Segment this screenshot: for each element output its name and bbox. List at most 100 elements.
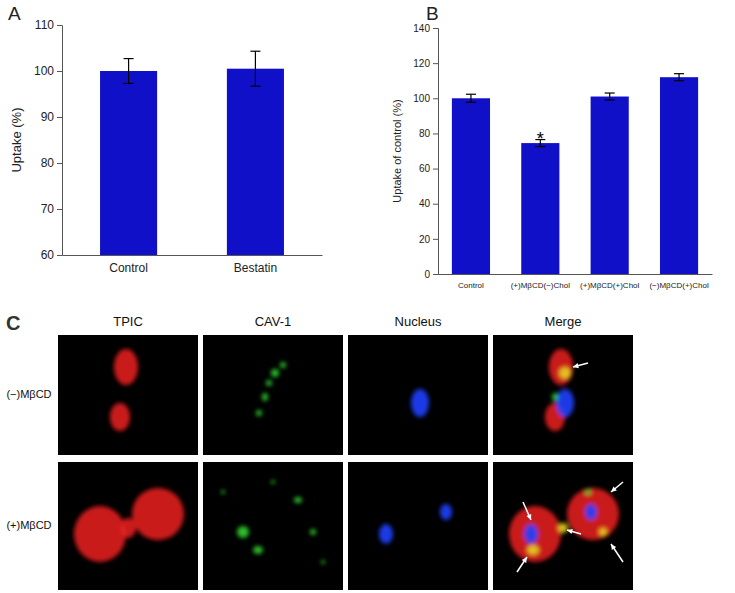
y-tick-mark <box>433 169 438 170</box>
image-blobs <box>379 504 452 544</box>
error-bar-stem <box>678 74 679 81</box>
error-bar-stem <box>609 93 610 100</box>
panel-c: CTPICCAV-1NucleusMerge(−)MβCD(+)MβCD <box>6 312 633 590</box>
arrow-head <box>573 363 579 368</box>
image-background <box>493 335 633 455</box>
image-cell <box>493 335 633 455</box>
image-blob <box>524 524 538 544</box>
column-header: CAV-1 <box>255 314 292 329</box>
x-tick: (−)MβCD(+)Chol <box>649 274 708 290</box>
image-blob <box>527 545 539 555</box>
annotation: * <box>537 129 544 149</box>
image-cell <box>493 462 633 590</box>
image-background <box>203 335 343 455</box>
plot-area <box>452 74 698 274</box>
image-cell <box>203 335 343 455</box>
y-tick-mark <box>57 117 62 118</box>
error-bar-stem <box>128 59 129 84</box>
arrow <box>611 482 623 492</box>
arrow-head <box>522 557 527 563</box>
error-bar-stem <box>255 51 256 86</box>
chart: 60708090100110ControlBestatinUptake (%)A <box>8 3 323 275</box>
x-axis-line <box>439 274 713 275</box>
y-tick-mark <box>433 239 438 240</box>
y-tick: 100 <box>34 64 62 78</box>
bar <box>591 97 629 274</box>
arrow <box>517 557 527 572</box>
image-blob <box>585 489 591 495</box>
error-bar <box>674 74 684 81</box>
error-bar-stem <box>470 94 471 102</box>
image-blob <box>74 506 126 562</box>
row-header: (+)MβCD <box>6 519 51 531</box>
x-tick-label: Control <box>458 281 484 290</box>
y-tick: 70 <box>41 202 62 216</box>
y-tick-label: 80 <box>419 128 431 139</box>
y-tick-mark <box>57 163 62 164</box>
bar <box>100 71 157 255</box>
y-axis: 60708090100110 <box>34 18 63 262</box>
y-tick-mark <box>433 133 438 134</box>
image-cell <box>348 462 488 590</box>
image-blob <box>559 367 571 379</box>
x-tick: (+)MβCD(−)Chol <box>511 274 570 290</box>
y-axis-line <box>433 29 439 275</box>
y-tick: 60 <box>41 248 62 262</box>
panel-label: A <box>8 3 21 24</box>
error-bar-cap <box>250 51 260 52</box>
row-header: (−)MβCD <box>6 388 51 400</box>
error-bar-cap <box>124 83 134 84</box>
image-background <box>348 335 488 455</box>
image-blob <box>411 389 429 417</box>
error-bar-cap <box>466 94 476 95</box>
error-bar-cap <box>124 58 134 59</box>
y-tick-label: 140 <box>413 23 430 34</box>
image-blobs <box>110 349 138 431</box>
error-bar-cap <box>466 102 476 103</box>
x-tick: Control <box>458 274 484 290</box>
image-blob <box>509 506 561 562</box>
image-blob <box>294 497 302 503</box>
image-blob <box>253 546 263 554</box>
image-blob <box>599 528 607 536</box>
y-tick-mark <box>433 63 438 64</box>
arrow-head <box>526 514 531 520</box>
image-blob <box>237 526 249 538</box>
y-tick-label: 90 <box>41 110 55 124</box>
x-tick: (+)MβCD(+)Chol <box>580 274 639 290</box>
image-blob <box>120 518 136 538</box>
y-tick-label: 0 <box>424 269 430 280</box>
y-tick: 80 <box>41 156 62 170</box>
image-cell <box>58 462 198 590</box>
x-axis-line <box>63 255 323 256</box>
arrow <box>611 544 623 562</box>
image-blob <box>132 488 184 540</box>
y-tick-label: 120 <box>413 58 430 69</box>
y-tick: 90 <box>41 110 62 124</box>
image-background <box>58 462 198 590</box>
image-blob <box>552 393 558 401</box>
x-tick: Bestatin <box>234 255 277 275</box>
y-axis-title: Uptake of control (%) <box>391 99 403 202</box>
x-tick-label: (+)MβCD(+)Chol <box>580 281 639 290</box>
image-cell <box>58 335 198 455</box>
y-tick-mark <box>433 274 438 275</box>
arrow-head <box>567 529 573 534</box>
y-tick-mark <box>57 209 62 210</box>
image-cell <box>203 462 343 590</box>
error-bar <box>250 51 260 86</box>
panel-label: C <box>6 312 20 334</box>
image-blobs <box>509 488 619 562</box>
y-tick-mark <box>57 255 62 256</box>
bar <box>660 77 698 274</box>
y-tick: 80 <box>419 128 438 139</box>
image-blob <box>321 560 325 564</box>
image-blobs <box>74 488 184 562</box>
bar <box>227 69 284 255</box>
column-header: Merge <box>545 314 582 329</box>
image-blobs <box>545 349 574 431</box>
image-blob <box>256 410 262 416</box>
image-blob <box>558 523 568 533</box>
arrow-head <box>611 544 616 550</box>
arrow <box>523 502 531 520</box>
